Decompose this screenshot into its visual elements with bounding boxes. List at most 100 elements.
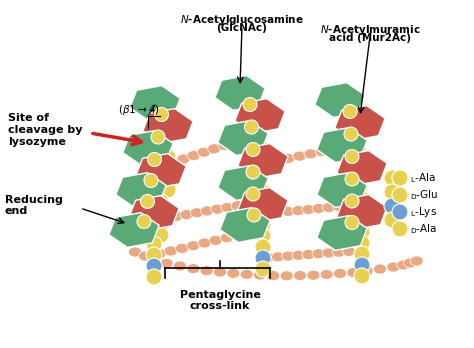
Circle shape [255,206,271,222]
Circle shape [147,152,162,166]
Ellipse shape [128,247,142,257]
Circle shape [354,257,370,273]
Ellipse shape [164,246,177,256]
Ellipse shape [238,134,251,144]
Circle shape [144,174,158,188]
Text: $_{\mathregular{L}}$-Lys: $_{\mathregular{L}}$-Lys [410,205,437,219]
Circle shape [255,261,271,277]
Ellipse shape [342,246,356,256]
Circle shape [345,172,359,186]
Ellipse shape [177,154,190,164]
Ellipse shape [315,147,328,157]
Circle shape [354,235,370,251]
Text: acid (Mur2Ac): acid (Mur2Ac) [329,33,411,43]
Ellipse shape [282,206,295,216]
Ellipse shape [302,250,315,260]
Circle shape [384,184,400,200]
Ellipse shape [374,264,386,274]
Ellipse shape [397,260,410,270]
Ellipse shape [175,243,189,253]
Ellipse shape [197,147,210,157]
Ellipse shape [293,270,307,280]
Circle shape [354,246,370,262]
Circle shape [153,194,169,210]
Circle shape [153,205,169,221]
Ellipse shape [410,256,423,266]
Ellipse shape [262,208,274,219]
Polygon shape [136,153,186,188]
Ellipse shape [200,266,213,276]
Circle shape [246,142,260,157]
Circle shape [352,179,368,195]
Ellipse shape [221,203,234,212]
Ellipse shape [304,149,317,159]
Polygon shape [123,130,173,165]
Ellipse shape [173,261,186,271]
Circle shape [246,165,260,179]
Polygon shape [317,216,367,251]
Polygon shape [130,86,180,120]
Circle shape [345,194,359,208]
Circle shape [352,146,368,162]
Polygon shape [238,144,288,179]
Circle shape [252,172,268,188]
Circle shape [252,150,268,166]
Circle shape [155,108,168,121]
Ellipse shape [240,269,253,279]
Ellipse shape [270,156,283,166]
Circle shape [160,171,176,187]
Ellipse shape [332,247,346,257]
Circle shape [384,170,400,186]
Ellipse shape [272,207,285,218]
Ellipse shape [241,199,255,209]
Circle shape [392,170,408,186]
Circle shape [255,239,271,255]
Ellipse shape [262,253,274,263]
Polygon shape [337,151,387,185]
Ellipse shape [208,144,220,154]
Ellipse shape [160,213,173,223]
Ellipse shape [243,227,256,237]
Circle shape [146,258,162,274]
Ellipse shape [211,204,224,214]
Ellipse shape [138,251,152,261]
Circle shape [247,208,261,222]
Polygon shape [317,173,367,207]
Ellipse shape [228,137,241,147]
Circle shape [245,120,258,134]
Polygon shape [315,82,365,117]
Text: (GlcNAc): (GlcNAc) [217,23,267,33]
Ellipse shape [187,241,200,251]
Ellipse shape [180,209,193,220]
Ellipse shape [280,271,293,281]
Text: Site of: Site of [8,113,49,123]
Polygon shape [218,166,268,200]
Circle shape [140,195,155,208]
Ellipse shape [227,268,240,278]
Ellipse shape [148,255,162,265]
Ellipse shape [267,271,280,281]
Circle shape [255,195,271,211]
Text: $_{\mathregular{D}}$-Glu: $_{\mathregular{D}}$-Glu [410,188,438,202]
Polygon shape [218,121,268,156]
Text: $\it{N}$-Acetylglucosamine: $\it{N}$-Acetylglucosamine [180,13,304,27]
Circle shape [384,198,400,214]
Circle shape [345,150,359,164]
Circle shape [343,104,357,119]
Ellipse shape [190,208,203,218]
Text: Pentaglycine: Pentaglycine [180,290,260,300]
Ellipse shape [360,266,373,276]
Polygon shape [116,173,166,207]
Ellipse shape [153,249,166,259]
Circle shape [146,236,162,252]
Ellipse shape [342,200,356,211]
Circle shape [252,161,268,177]
Ellipse shape [209,235,222,245]
Circle shape [392,187,408,203]
Circle shape [354,268,370,284]
Ellipse shape [282,251,295,261]
Ellipse shape [282,153,295,163]
Ellipse shape [347,268,360,277]
Circle shape [352,168,368,184]
Polygon shape [337,195,387,229]
